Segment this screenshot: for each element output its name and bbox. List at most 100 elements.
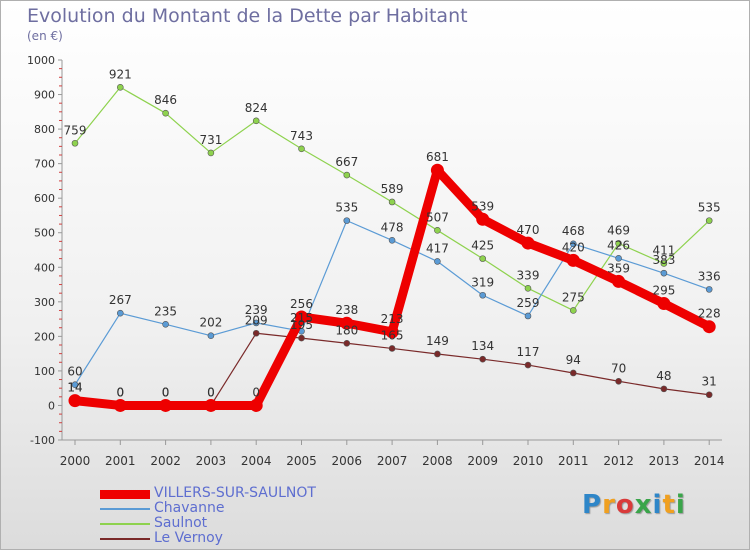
data-label: 267 — [109, 293, 132, 307]
data-label: 31 — [702, 375, 717, 389]
x-tick-label: 2004 — [241, 454, 272, 468]
data-label: 275 — [562, 290, 585, 304]
data-point — [340, 316, 354, 330]
y-tick-label: 100 — [34, 365, 55, 378]
x-tick-label: 2007 — [377, 454, 408, 468]
x-tick-label: 2000 — [60, 454, 91, 468]
data-label: 417 — [426, 241, 449, 255]
data-label: 209 — [245, 313, 268, 327]
x-tick-label: 2001 — [105, 454, 136, 468]
data-label: 411 — [652, 243, 675, 257]
data-label: 339 — [517, 268, 540, 282]
data-point — [434, 258, 441, 265]
data-point — [298, 145, 305, 153]
legend-swatch — [100, 538, 150, 540]
y-tick-label: 500 — [34, 227, 55, 240]
data-point — [521, 236, 535, 250]
x-tick-label: 2005 — [286, 454, 317, 468]
data-point — [615, 254, 622, 262]
data-point — [615, 240, 622, 247]
chart-subtitle: (en €) — [27, 29, 63, 43]
data-point — [524, 312, 532, 320]
y-tick-label: 300 — [34, 296, 55, 309]
data-point — [660, 269, 668, 277]
data-label: 535 — [698, 201, 721, 215]
data-label: 14 — [67, 381, 82, 395]
data-label: 846 — [154, 93, 177, 107]
data-label: 759 — [64, 123, 87, 137]
data-label: 0 — [116, 385, 124, 399]
data-label: 195 — [290, 318, 313, 332]
data-point — [566, 253, 580, 267]
data-label: 468 — [562, 224, 585, 238]
data-label: 469 — [607, 223, 630, 237]
chart-title: Evolution du Montant de la Dette par Hab… — [27, 5, 468, 27]
data-label: 0 — [162, 385, 170, 399]
data-label: 228 — [698, 307, 721, 321]
data-label: 165 — [381, 328, 404, 342]
data-label: 70 — [611, 361, 626, 375]
data-label: 149 — [426, 334, 449, 348]
data-point — [204, 398, 218, 412]
data-point — [117, 309, 124, 317]
data-point — [207, 149, 215, 157]
logo-letter: i — [652, 490, 663, 520]
data-label: 507 — [426, 210, 449, 224]
data-label: 425 — [471, 239, 494, 253]
y-tick-label: 400 — [34, 261, 55, 274]
data-label: 539 — [471, 199, 494, 213]
data-label: 478 — [381, 220, 404, 234]
logo-letter: i — [675, 490, 686, 520]
data-point — [569, 307, 577, 314]
data-point — [162, 320, 169, 328]
data-label: 535 — [335, 201, 358, 215]
data-label: 215 — [290, 311, 313, 325]
proxiti-logo: Proxiti — [582, 490, 686, 520]
legend-label: Le Vernoy — [154, 530, 223, 546]
logo-letter: P — [582, 490, 603, 520]
data-point — [612, 274, 626, 288]
logo-letter: r — [602, 490, 616, 520]
data-label: 239 — [245, 303, 268, 317]
data-point — [524, 285, 532, 292]
data-label: 0 — [116, 385, 124, 399]
data-label: 202 — [199, 316, 222, 330]
data-point — [71, 139, 79, 147]
logo-letter: o — [615, 490, 635, 520]
data-label: 180 — [335, 323, 358, 337]
data-point — [68, 394, 82, 408]
data-label: 667 — [335, 155, 358, 169]
data-point — [249, 398, 263, 412]
data-point — [479, 355, 487, 363]
y-tick-label: -100 — [30, 434, 55, 447]
data-point — [388, 198, 396, 206]
data-point — [207, 332, 215, 339]
data-label: 426 — [607, 238, 630, 252]
x-tick-label: 2006 — [332, 454, 363, 468]
y-tick-label: 800 — [34, 123, 55, 136]
data-label: 213 — [381, 312, 404, 326]
x-tick-label: 2002 — [150, 454, 181, 468]
data-label: 256 — [290, 297, 313, 311]
legend-swatch — [100, 508, 150, 510]
x-tick-label: 2014 — [694, 454, 725, 468]
data-label: 743 — [290, 129, 313, 143]
data-label: 824 — [245, 101, 268, 115]
data-point — [569, 240, 577, 248]
data-point — [479, 255, 487, 262]
data-point — [615, 377, 622, 385]
data-point — [343, 217, 351, 224]
data-point — [159, 398, 173, 412]
data-label: 60 — [67, 365, 82, 379]
data-label: 589 — [381, 182, 404, 196]
data-point — [705, 217, 713, 224]
data-point — [660, 385, 668, 393]
data-point — [252, 319, 260, 327]
data-point — [388, 345, 396, 352]
data-point — [388, 237, 396, 244]
data-label: 0 — [207, 385, 215, 399]
x-tick-label: 2013 — [649, 454, 680, 468]
data-point — [479, 291, 487, 299]
data-point — [660, 260, 668, 267]
